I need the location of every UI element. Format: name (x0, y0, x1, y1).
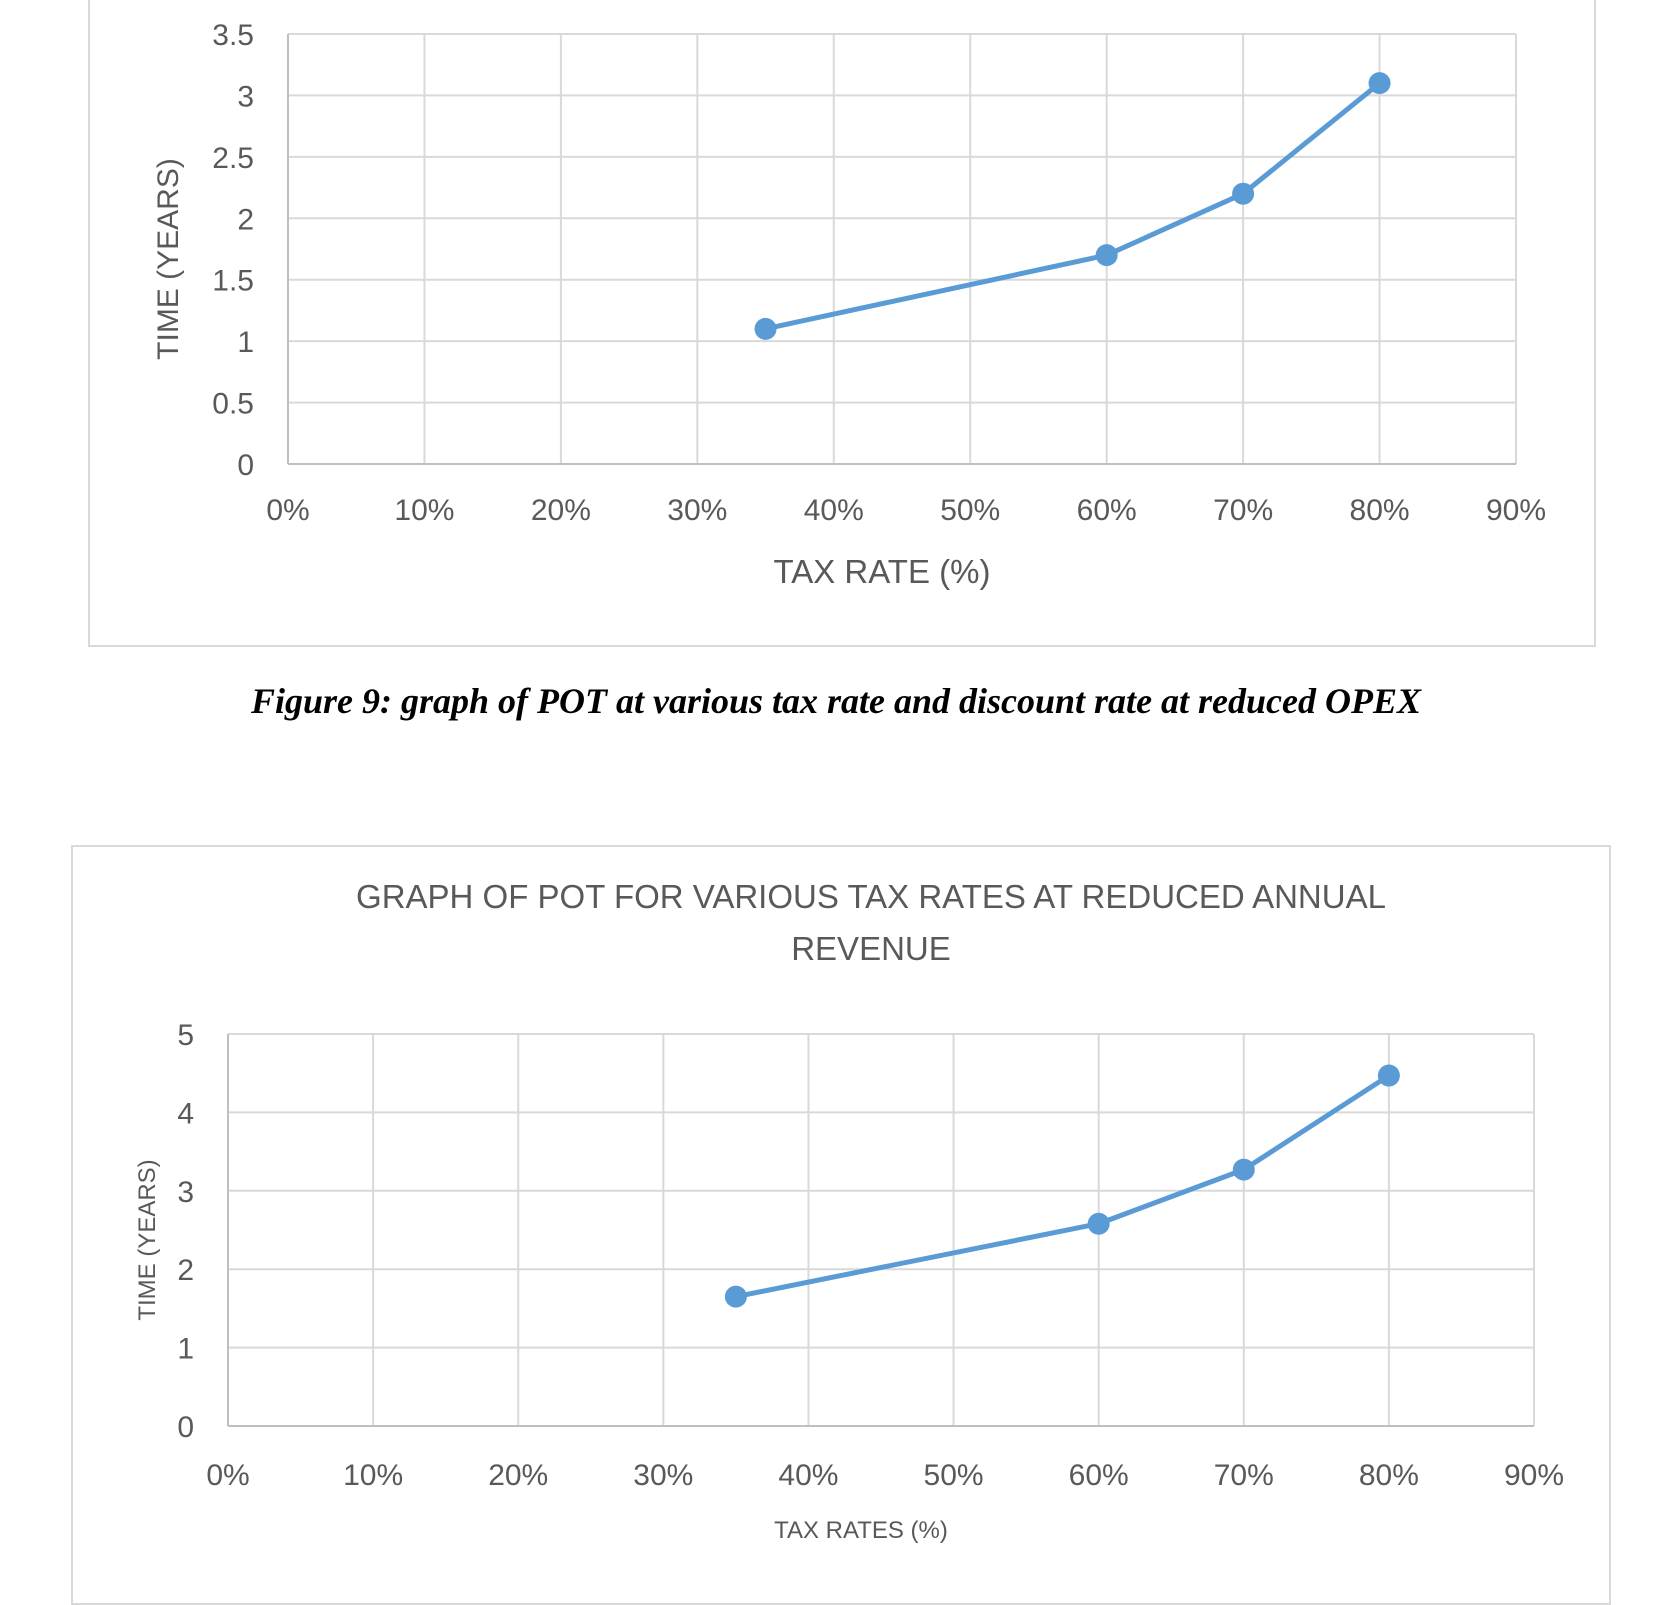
chart2-x-tick-label: 90% (1504, 1459, 1564, 1492)
chart2-y-axis-label: TIME (YEARS) (134, 1159, 161, 1320)
chart2-y-tick-label: 0 (177, 1411, 194, 1444)
chart1-x-tick-label: 70% (1213, 494, 1273, 527)
chart1-x-tick-label: 10% (394, 494, 454, 527)
chart2-x-tick-label: 10% (343, 1459, 403, 1492)
chart2-y-tick-label: 5 (177, 1019, 194, 1052)
chart2-y-tick-label: 1 (177, 1333, 194, 1366)
chart1-data-point (1368, 72, 1391, 95)
chart-2-frame (71, 845, 1611, 1605)
chart2-series-line (733, 1073, 1392, 1300)
chart1-series-line (763, 80, 1383, 332)
chart2-x-tick-label: 20% (488, 1459, 548, 1492)
chart2-x-tick-label: 70% (1214, 1459, 1274, 1492)
chart1-y-tick-label: 3.5 (212, 19, 254, 52)
chart1-y-tick-label: 1.5 (212, 265, 254, 298)
chart1-x-tick-label: 40% (804, 494, 864, 527)
chart2-data-point (1232, 1158, 1255, 1181)
chart1-x-tick-label: 60% (1077, 494, 1137, 527)
chart2-x-tick-label: 0% (206, 1459, 249, 1492)
chart-1-frame (88, 0, 1596, 647)
chart1-x-tick-label: 30% (667, 494, 727, 527)
chart2-data-point (1377, 1064, 1400, 1087)
chart1-y-tick-label: 2 (237, 203, 254, 236)
chart2-y-tick-label: 2 (177, 1254, 194, 1287)
chart2-x-tick-label: 80% (1359, 1459, 1419, 1492)
chart2-title-line: REVENUE (791, 930, 951, 967)
figure-caption: Figure 9: graph of POT at various tax ra… (250, 681, 1422, 721)
chart1-x-tick-label: 90% (1486, 494, 1546, 527)
chart2-x-tick-label: 50% (924, 1459, 984, 1492)
chart2-x-axis-label: TAX RATES (%) (774, 1517, 948, 1544)
chart2-x-tick-label: 30% (633, 1459, 693, 1492)
chart1-y-tick-label: 0 (237, 449, 254, 482)
chart1-y-tick-label: 3 (237, 80, 254, 113)
chart1-data-point (1095, 244, 1118, 267)
chart1-x-tick-label: 80% (1350, 494, 1410, 527)
chart1-y-tick-label: 2.5 (212, 142, 254, 175)
chart1-y-tick-label: 0.5 (212, 388, 254, 421)
chart1-x-tick-label: 0% (266, 494, 309, 527)
chart2-y-tick-label: 3 (177, 1176, 194, 1209)
chart1-data-point (754, 317, 777, 340)
chart2-y-tick-label: 4 (177, 1097, 194, 1130)
chart1-x-tick-label: 20% (531, 494, 591, 527)
chart1-y-axis-label: TIME (YEARS) (152, 158, 185, 360)
chart2-x-tick-label: 60% (1069, 1459, 1129, 1492)
chart2-x-tick-label: 40% (778, 1459, 838, 1492)
chart2-data-point (724, 1285, 747, 1308)
chart1-data-point (1232, 182, 1255, 205)
chart2-data-point (1087, 1212, 1110, 1235)
chart1-y-tick-label: 1 (237, 326, 254, 359)
chart2-title-line: GRAPH OF POT FOR VARIOUS TAX RATES AT RE… (356, 878, 1386, 915)
chart1-x-axis-label: TAX RATE (%) (774, 553, 991, 590)
chart1-x-tick-label: 50% (940, 494, 1000, 527)
